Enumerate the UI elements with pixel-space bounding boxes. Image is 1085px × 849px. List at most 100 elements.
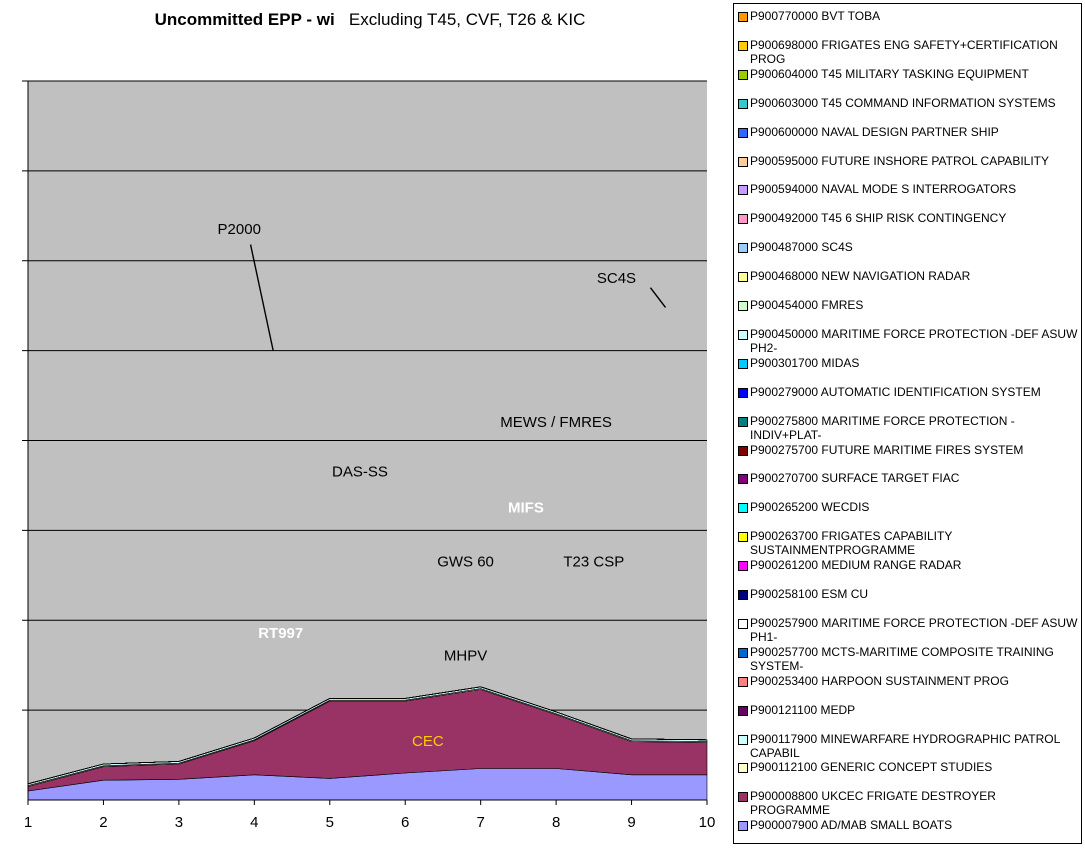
- legend-item: P900112100 GENERIC CONCEPT STUDIES: [738, 760, 1078, 774]
- legend-item: P900454000 FMRES: [738, 298, 1078, 312]
- legend-item: P900487000 SC4S: [738, 240, 1078, 254]
- annotation-6: GWS 60: [437, 553, 494, 570]
- legend-label: P900603000 T45 COMMAND INFORMATION SYSTE…: [750, 95, 1056, 110]
- legend-item: P900253400 HARPOON SUSTAINMENT PROG: [738, 674, 1078, 688]
- legend-label: P900595000 FUTURE INSHORE PATROL CAPABIL…: [750, 153, 1049, 168]
- legend-item: P900594000 NAVAL MODE S INTERROGATORS: [738, 182, 1078, 196]
- annotation-5: MIFS: [508, 499, 544, 516]
- legend-item: P900257700 MCTS-MARITIME COMPOSITE TRAIN…: [738, 645, 1078, 673]
- legend-label: P900279000 AUTOMATIC IDENTIFICATION SYST…: [750, 384, 1041, 399]
- legend-label: P900275700 FUTURE MARITIME FIRES SYSTEM: [750, 442, 1024, 457]
- legend-label: P900257900 MARITIME FORCE PROTECTION -DE…: [750, 615, 1078, 644]
- legend-label: P900263700 FRIGATES CAPABILITY SUSTAINME…: [750, 529, 953, 558]
- legend-swatch: [738, 561, 748, 572]
- legend-swatch: [738, 618, 748, 629]
- legend-swatch: [738, 792, 748, 803]
- x-tick-label-6: 6: [401, 814, 409, 831]
- annotation-10: CEC: [412, 733, 444, 750]
- legend-label: P900487000 SC4S: [750, 240, 853, 255]
- legend-label: P900604000 T45 MILITARY TASKING EQUIPMEN…: [750, 66, 1029, 81]
- legend-swatch: [738, 532, 748, 543]
- legend-item: P900008800 UKCEC FRIGATE DESTROYER PROGR…: [738, 789, 1078, 817]
- legend-item: P900279000 AUTOMATIC IDENTIFICATION SYST…: [738, 385, 1078, 399]
- x-tick-label-3: 3: [175, 814, 183, 831]
- legend-swatch: [738, 705, 748, 716]
- legend-label: P900454000 FMRES: [750, 298, 864, 312]
- legend-label: P900007900 AD/MAB SMALL BOATS: [750, 818, 953, 833]
- legend-label: P900492000 T45 6 SHIP RISK CONTINGENCY: [750, 211, 1007, 226]
- legend-swatch: [738, 127, 748, 138]
- x-tick-label-2: 2: [99, 814, 107, 831]
- legend-swatch: [738, 763, 748, 774]
- p2000-pointer-arrow: [249, 244, 274, 351]
- legend-label: P900008800 UKCEC FRIGATE DESTROYER PROGR…: [750, 789, 996, 818]
- legend-swatch: [738, 503, 748, 514]
- legend-item: P900258100 ESM CU: [738, 587, 1078, 601]
- legend-swatch: [738, 474, 748, 485]
- legend-swatch: [738, 243, 748, 254]
- legend-item: P900600000 NAVAL DESIGN PARTNER SHIP: [738, 125, 1078, 139]
- legend-swatch: [738, 272, 748, 283]
- x-axis-ticks: 1 2 3 4 5 6 7 8 9 10: [24, 800, 716, 831]
- annotation-7: T23 CSP: [563, 553, 624, 570]
- legend-label: P900770000 BVT TOBA: [750, 9, 881, 23]
- legend-label: P900468000 NEW NAVIGATION RADAR: [750, 269, 971, 284]
- legend-item: P900595000 FUTURE INSHORE PATROL CAPABIL…: [738, 154, 1078, 168]
- gridlines: [28, 80, 707, 711]
- legend-item: P900275700 FUTURE MARITIME FIRES SYSTEM: [738, 443, 1078, 457]
- x-tick-label-10: 10: [699, 814, 716, 831]
- legend-label: P900258100 ESM CU: [750, 587, 869, 601]
- legend-label: P900600000 NAVAL DESIGN PARTNER SHIP: [750, 124, 999, 139]
- legend-swatch: [738, 98, 748, 109]
- legend-swatch: [738, 734, 748, 745]
- chart-title-sub: Excluding T45, CVF, T26 & KIC: [348, 10, 586, 29]
- legend-label: P900270700 SURFACE TARGET FIAC: [750, 471, 960, 486]
- x-tick-label-4: 4: [250, 814, 258, 831]
- legend-label: P900117900 MINEWARFARE HYDROGRAPHIC PATR…: [750, 731, 1060, 760]
- legend-item: P900492000 T45 6 SHIP RISK CONTINGENCY: [738, 211, 1078, 225]
- annotation-8: RT997: [258, 625, 303, 642]
- legend-item: P900275800 MARITIME FORCE PROTECTION - I…: [738, 414, 1078, 442]
- legend-item: P900007900 AD/MAB SMALL BOATS: [738, 818, 1078, 832]
- annotation-4: DAS-SS: [332, 463, 388, 480]
- legend-swatch: [738, 301, 748, 311]
- legend-label: P900112100 GENERIC CONCEPT STUDIES: [750, 760, 993, 775]
- x-tick-label-7: 7: [476, 814, 484, 831]
- legend-label: P900301700 MIDAS: [750, 355, 860, 370]
- legend-swatch: [738, 358, 748, 369]
- chart-title: Uncommitted EPP - wi Excluding T45, CVF,…: [0, 10, 740, 30]
- annotation-1: P2000: [218, 221, 261, 238]
- legend-item: P900301700 MIDAS: [738, 356, 1078, 370]
- x-tick-label-5: 5: [326, 814, 334, 831]
- legend-swatch: [738, 676, 748, 687]
- legend-label: P900261200 MEDIUM RANGE RADAR: [750, 558, 962, 573]
- annotation-2: SC4S: [597, 270, 636, 287]
- sc4s-pointer-arrow: [649, 287, 667, 308]
- annotation-9: MHPV: [444, 648, 487, 665]
- legend-label: P900594000 NAVAL MODE S INTERROGATORS: [750, 182, 1017, 197]
- annotation-3: MEWS / FMRES: [500, 414, 612, 431]
- legend-label: P900450000 MARITIME FORCE PROTECTION -DE…: [750, 326, 1078, 355]
- legend-item: P900604000 T45 MILITARY TASKING EQUIPMEN…: [738, 67, 1078, 81]
- legend-label: P900121100 MEDP: [750, 702, 856, 717]
- legend-swatch: [738, 156, 748, 167]
- legend-item: P900257900 MARITIME FORCE PROTECTION -DE…: [738, 616, 1078, 644]
- legend-label: P900265200 WECDIS: [750, 500, 870, 515]
- legend-label: P900698000 FRIGATES ENG SAFETY+CERTIFICA…: [750, 37, 1058, 66]
- legend-item: P900261200 MEDIUM RANGE RADAR: [738, 558, 1078, 572]
- legend-item: P900121100 MEDP: [738, 703, 1078, 717]
- legend-label: P900275800 MARITIME FORCE PROTECTION - I…: [750, 413, 1015, 442]
- legend-item: P900698000 FRIGATES ENG SAFETY+CERTIFICA…: [738, 38, 1078, 66]
- legend-item: P900450000 MARITIME FORCE PROTECTION -DE…: [738, 327, 1078, 355]
- legend-swatch: [738, 214, 748, 225]
- legend-item: P900265200 WECDIS: [738, 500, 1078, 514]
- legend-item: P900270700 SURFACE TARGET FIAC: [738, 471, 1078, 485]
- legend-item: P900117900 MINEWARFARE HYDROGRAPHIC PATR…: [738, 732, 1078, 760]
- legend-swatch: [738, 647, 748, 658]
- legend-swatch: [738, 445, 748, 456]
- chart-plot: 1 2 3 4 5 6 7 8 9 10 P2000 SC4S MEWS / FMRES DAS-SS M…: [22, 80, 716, 831]
- legend: P900770000 BVT TOBA P900698000 FRIGATES E…: [733, 3, 1082, 844]
- stacked-areas: [27, 686, 708, 801]
- legend-item: P900770000 BVT TOBA: [738, 9, 1078, 23]
- legend-swatch: [738, 40, 748, 51]
